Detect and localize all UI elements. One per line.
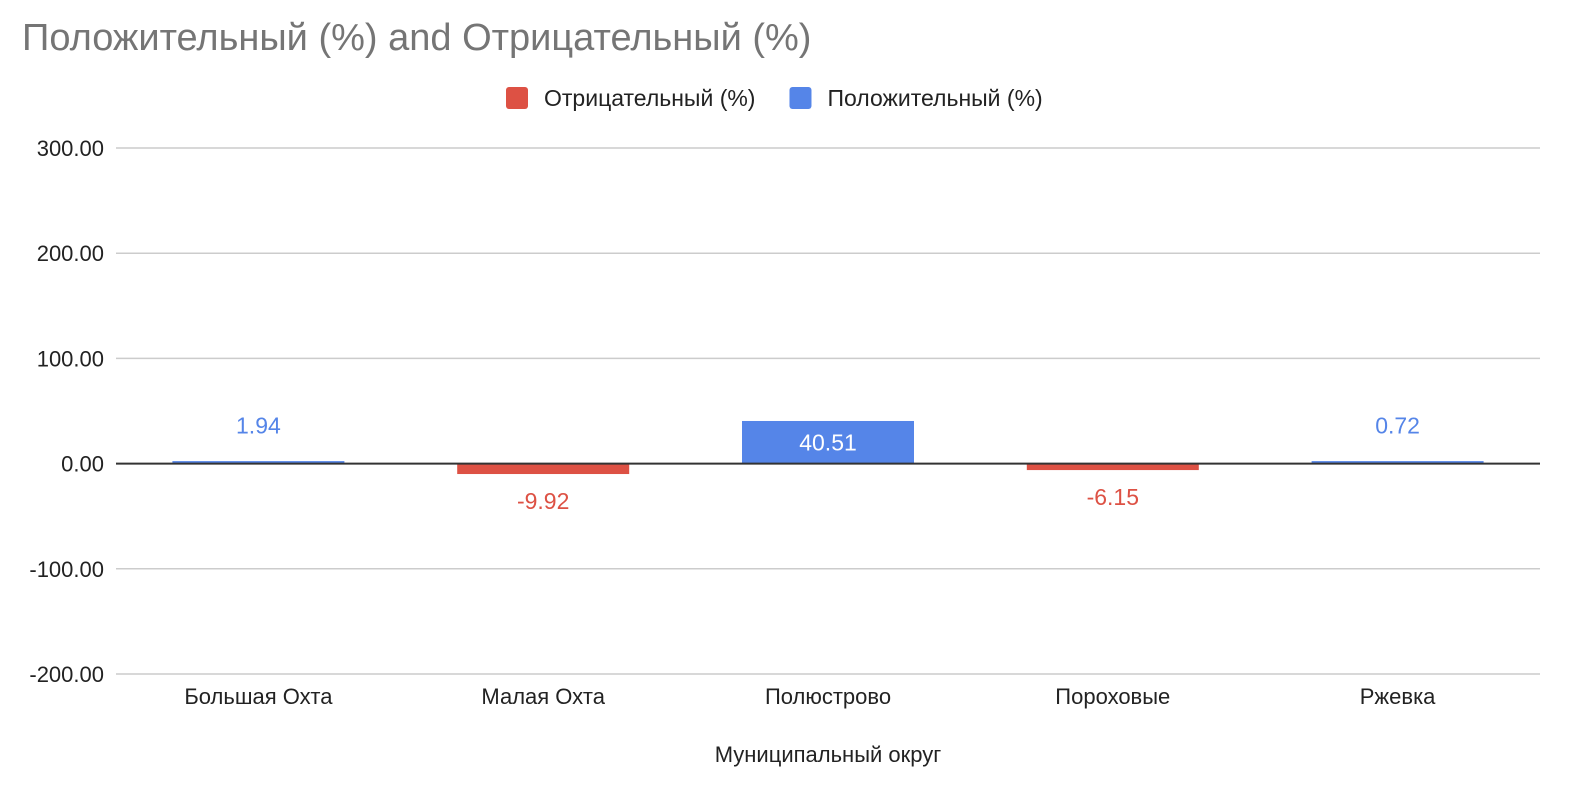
x-tick-label: Ржевка — [1360, 684, 1436, 709]
y-axis-tick-labels: 300.00 200.00 100.00 0.00 -100.00 -200.00 — [29, 136, 104, 687]
data-label: 40.51 — [799, 429, 857, 455]
bar — [172, 461, 345, 464]
x-tick-label: Полюстрово — [765, 684, 891, 709]
legend: Отрицательный (%) Положительный (%) — [506, 85, 1043, 111]
y-tick-label: 200.00 — [37, 241, 104, 266]
y-tick-label: 300.00 — [37, 136, 104, 161]
data-label: 0.72 — [1375, 413, 1420, 439]
data-labels: 1.94 -9.92 40.51 -6.15 0.72 — [236, 413, 1420, 514]
y-tick-label: 0.00 — [61, 452, 104, 477]
x-tick-label: Большая Охта — [184, 684, 333, 709]
data-label: -9.92 — [517, 488, 569, 514]
chart-title: Положительный (%) and Отрицательный (%) — [22, 17, 811, 59]
y-tick-label: -100.00 — [29, 557, 104, 582]
bar — [1311, 461, 1484, 464]
data-label: -6.15 — [1087, 484, 1139, 510]
bar — [457, 463, 630, 475]
y-tick-label: 100.00 — [37, 346, 104, 371]
bar — [1026, 463, 1199, 471]
x-axis-title: Муниципальный округ — [715, 742, 942, 767]
data-label: 1.94 — [236, 413, 281, 439]
x-tick-label: Малая Охта — [481, 684, 605, 709]
x-axis-tick-labels: Большая Охта Малая Охта Полюстрово Пороховы… — [184, 684, 1436, 709]
gridlines — [116, 147, 1540, 675]
bars — [172, 420, 1484, 475]
y-tick-label: -200.00 — [29, 662, 104, 687]
x-tick-label: Пороховые — [1055, 684, 1170, 709]
bar — [742, 420, 914, 464]
legend-swatch — [789, 87, 812, 109]
legend-label: Положительный (%) — [827, 85, 1042, 111]
legend-label: Отрицательный (%) — [544, 85, 755, 111]
legend-swatch — [506, 87, 528, 109]
